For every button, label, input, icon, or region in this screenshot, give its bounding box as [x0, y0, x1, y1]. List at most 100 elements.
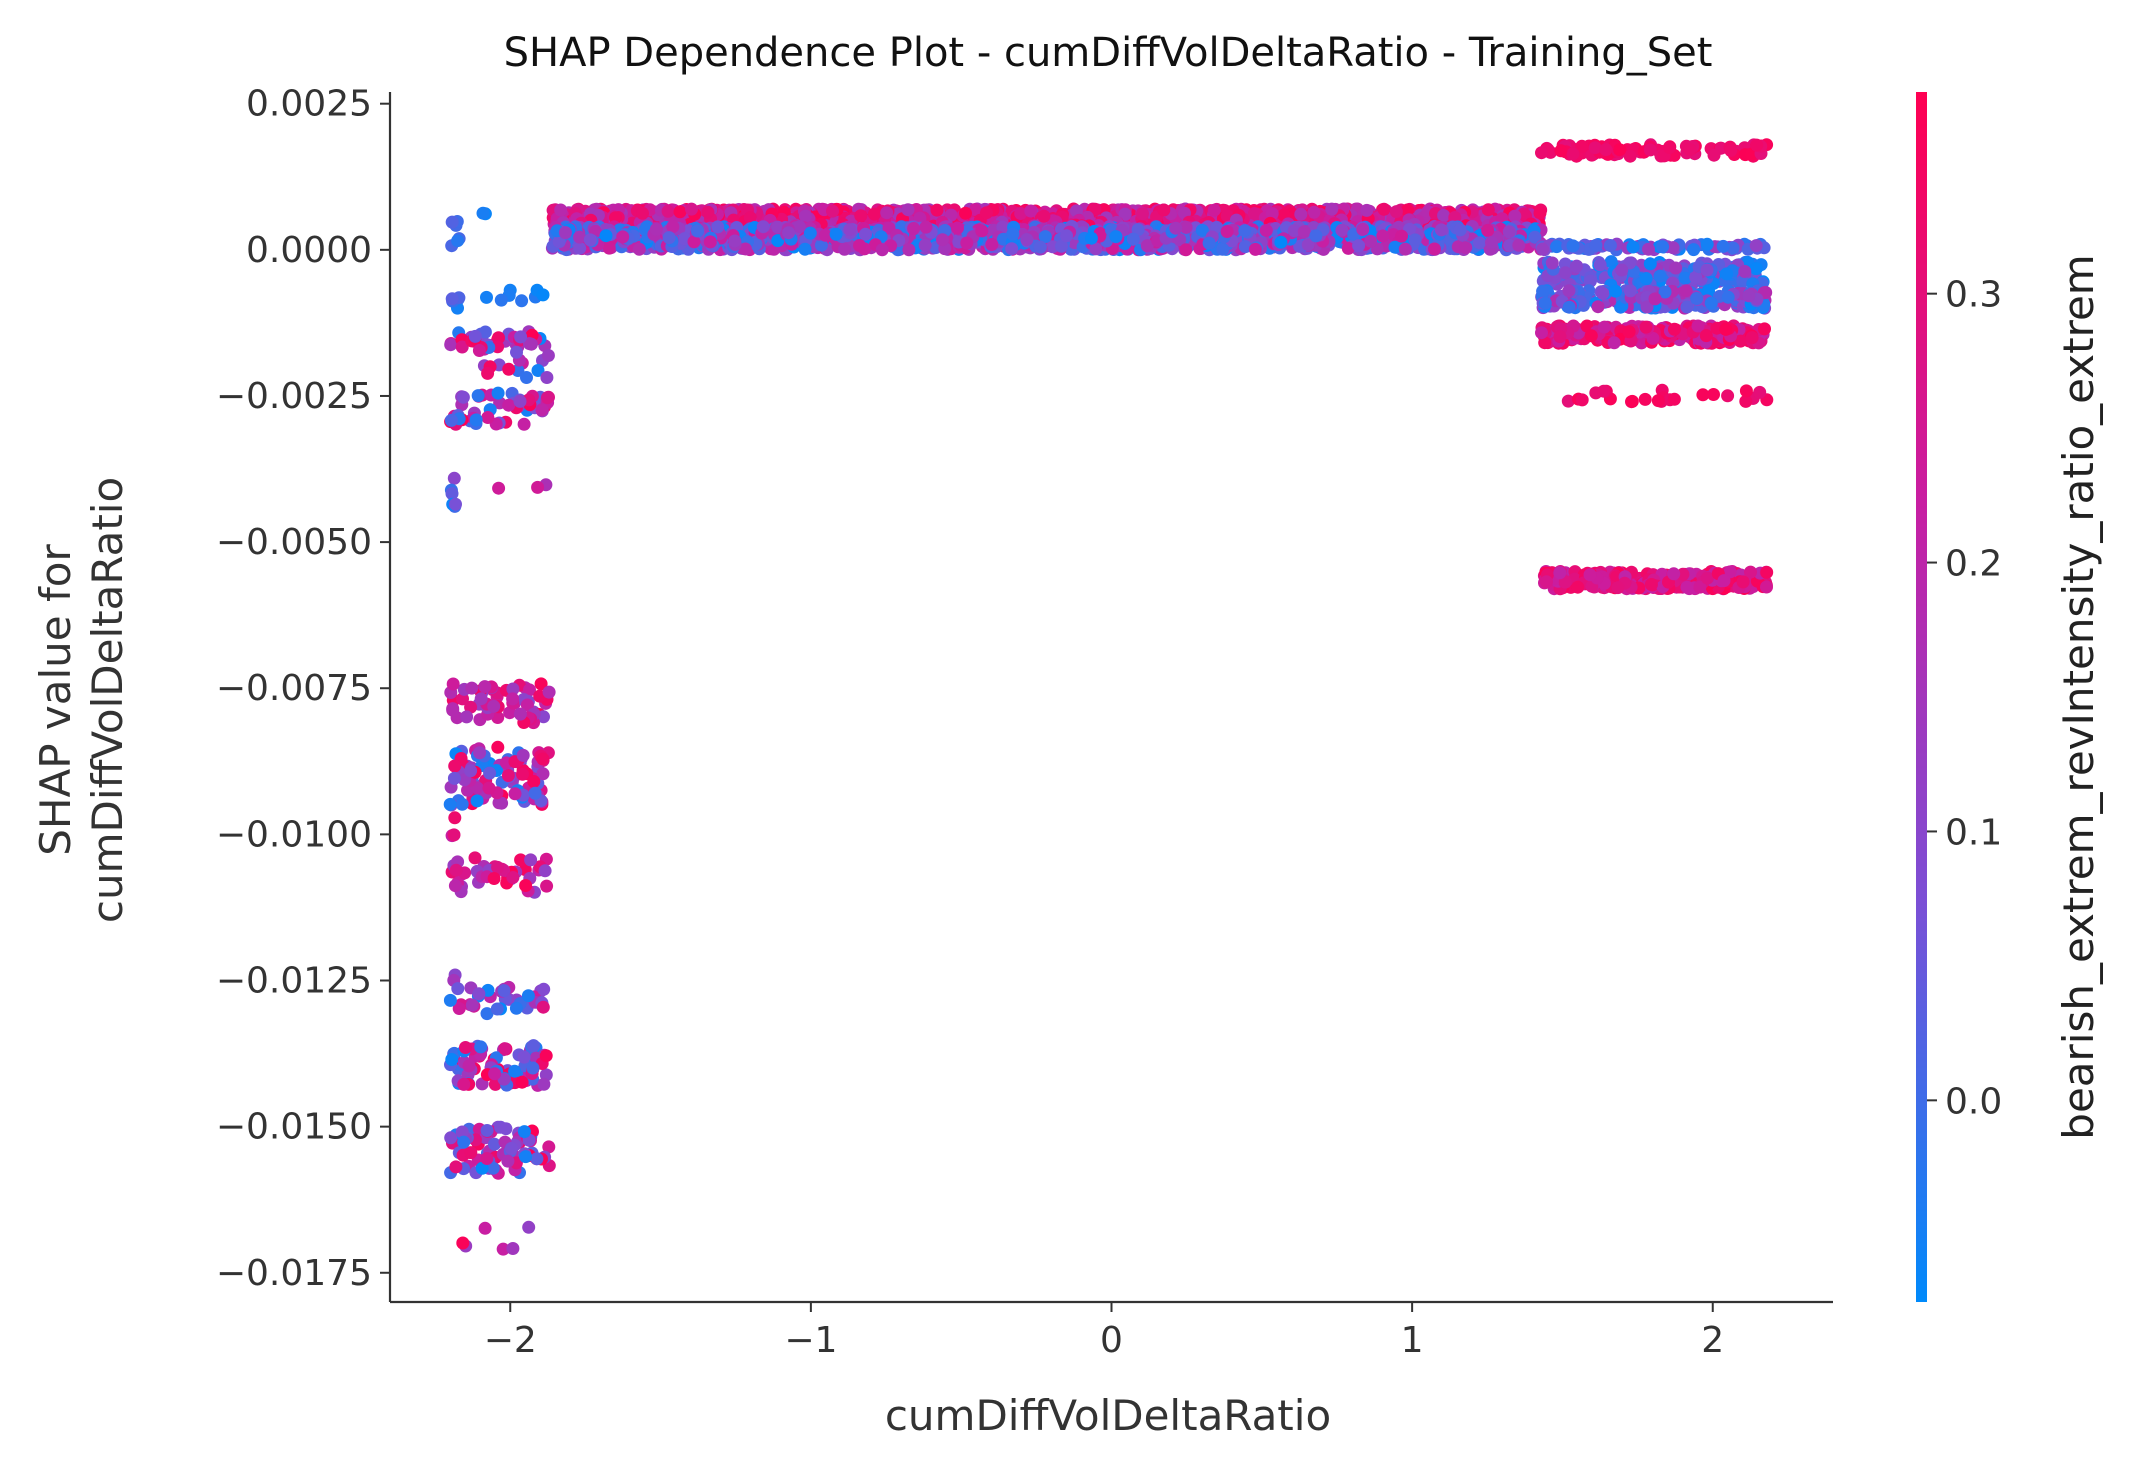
scatter-point — [687, 235, 701, 249]
scatter-point — [1033, 240, 1047, 254]
scatter-point — [474, 692, 488, 706]
scatter-point — [1687, 243, 1701, 257]
scatter-point — [1583, 568, 1597, 582]
scatter-point — [701, 205, 715, 219]
scatter-point — [1575, 393, 1589, 407]
scatter-point — [501, 1154, 515, 1168]
scatter-point — [491, 860, 505, 874]
scatter-point — [1642, 242, 1655, 256]
scatter-point — [445, 487, 459, 501]
scatter-point — [1696, 388, 1710, 402]
scatter-point — [1716, 239, 1730, 253]
scatter-point — [1566, 239, 1580, 253]
scatter-point — [1325, 202, 1339, 216]
scatter-point — [558, 226, 572, 240]
scatter-point — [471, 389, 485, 403]
scatter-point — [480, 290, 493, 304]
scatter-point — [487, 699, 501, 713]
scatter-point — [930, 203, 944, 217]
scatter-point — [1724, 144, 1738, 157]
scatter-point — [1639, 272, 1653, 285]
scatter-point — [506, 871, 520, 884]
scatter-point — [826, 204, 839, 218]
scatter-point — [488, 1067, 502, 1081]
scatter-point — [1118, 207, 1132, 221]
scatter-point — [446, 677, 460, 691]
scatter-point — [468, 329, 482, 343]
scatter-point — [1644, 578, 1658, 591]
scatter-point — [508, 787, 522, 801]
scatter-point — [1689, 270, 1703, 284]
scatter-point — [1089, 242, 1103, 256]
scatter-point — [902, 243, 916, 257]
scatter-point — [461, 783, 474, 797]
scatter-point — [1720, 267, 1734, 281]
scatter-point — [1220, 225, 1234, 238]
scatter-point — [1683, 143, 1697, 156]
scatter-point — [1535, 146, 1548, 160]
scatter-point — [1744, 565, 1757, 579]
scatter-point — [1140, 239, 1154, 253]
scatter-point — [1434, 223, 1448, 237]
scatter-point — [1352, 239, 1366, 253]
colorbar-ticks: 0.00.10.20.3 — [1927, 275, 2002, 1122]
scatter-point — [573, 230, 587, 244]
scatter-point — [456, 1236, 470, 1250]
scatter-point — [1742, 289, 1756, 303]
scatter-point — [1667, 392, 1681, 406]
scatter-point — [1739, 394, 1753, 408]
scatter-point — [521, 989, 535, 1003]
scatter-point — [1481, 203, 1495, 217]
scatter-point — [1638, 392, 1652, 406]
scatter-point — [1584, 329, 1598, 343]
scatter-point — [1613, 143, 1627, 157]
scatter-point — [1643, 143, 1657, 157]
scatter-point — [464, 1146, 478, 1160]
scatter-point — [1020, 233, 1034, 246]
scatter-point — [907, 222, 921, 235]
scatter-point — [473, 746, 487, 760]
scatter-point — [792, 220, 806, 234]
scatter-point — [1274, 235, 1288, 249]
scatter-point — [1377, 202, 1391, 216]
scatter-point — [455, 1125, 469, 1139]
scatter-point — [875, 243, 889, 257]
scatter-point — [1553, 566, 1567, 580]
scatter-point — [1084, 231, 1098, 245]
scatter-point — [519, 879, 533, 892]
scatter-point — [1721, 290, 1735, 304]
scatter-point — [506, 692, 520, 706]
scatter-point — [524, 853, 538, 867]
scatter-point — [478, 325, 492, 339]
scatter-point — [470, 794, 484, 808]
y-ticks: 0.00250.0000−0.0025−0.0050−0.0075−0.0100… — [216, 84, 390, 1294]
scatter-point — [1603, 239, 1617, 252]
scatter-point — [703, 235, 717, 249]
x-ticks: −2 −1 0 1 2 — [484, 1302, 1724, 1361]
scatter-point — [1309, 229, 1323, 243]
scatter-point — [1676, 567, 1690, 581]
scatter-point — [975, 224, 989, 238]
scatter-point — [448, 811, 462, 825]
scatter-point — [515, 294, 529, 308]
scatter-point — [520, 371, 533, 384]
scatter-point — [491, 711, 505, 724]
scatter-point — [1623, 284, 1637, 298]
scatter-point — [782, 226, 796, 240]
scatter-point — [1571, 580, 1585, 594]
y-tick-label: −0.0150 — [216, 1107, 372, 1148]
scatter-point — [1663, 141, 1677, 154]
scatter-point — [798, 242, 812, 256]
scatter-point — [1745, 331, 1759, 345]
y-axis-label-line2: cumDiffVolDeltaRatio — [83, 477, 132, 923]
y-tick-label: −0.0075 — [216, 668, 372, 709]
scatter-point — [495, 796, 509, 810]
scatter-point — [486, 1161, 500, 1175]
scatter-point — [1341, 241, 1355, 255]
scatter-point — [685, 202, 698, 216]
scatter-point — [502, 362, 516, 376]
scatter-point — [1297, 225, 1311, 239]
scatter-point — [488, 1137, 501, 1151]
scatter-points — [443, 138, 1774, 1256]
scatter-point — [1611, 581, 1625, 595]
